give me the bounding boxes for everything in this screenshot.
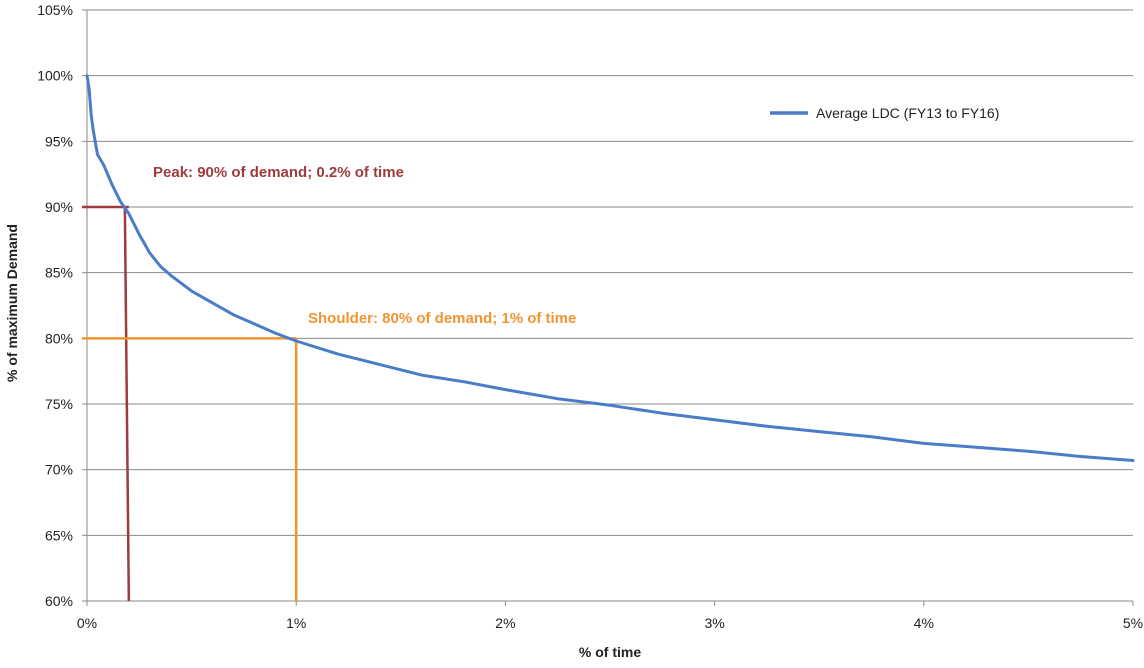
series-layer: [85, 74, 1135, 462]
x-tick-label: 4%: [914, 615, 934, 631]
y-tick-label: 85%: [45, 265, 73, 281]
y-tick-label: 75%: [45, 396, 73, 412]
y-axis-title: % of maximum Demand: [4, 224, 20, 382]
y-tick-label: 60%: [45, 593, 73, 609]
x-axis-title: % of time: [579, 644, 641, 660]
annotation-peak: Peak: 90% of demand; 0.2% of time: [153, 164, 404, 181]
y-tick-label: 95%: [45, 133, 73, 149]
reference-lines: [82, 205, 298, 602]
y-tick-label: 90%: [45, 199, 73, 215]
y-tick-label: 105%: [37, 2, 73, 18]
series-line-0: [85, 74, 1135, 462]
annotation-shoulder: Shoulder: 80% of demand; 1% of time: [308, 310, 576, 327]
x-tick-label: 3%: [704, 615, 724, 631]
y-tick-label: 65%: [45, 527, 73, 543]
legend-label: Average LDC (FY13 to FY16): [816, 105, 999, 121]
peak-reference-vertical: [123, 206, 131, 602]
x-tick-label: 5%: [1123, 615, 1143, 631]
y-tick-label: 70%: [45, 462, 73, 478]
axes: 60% 65% 70% 75% 80% 85% 90% 95% 100% 105% 0% 1% 2% 3%…: [37, 2, 1143, 631]
x-tick-label: 2%: [495, 615, 515, 631]
gridlines: [87, 9, 1133, 536]
y-tick-label: 100%: [37, 68, 73, 84]
x-tick-label: 0%: [77, 615, 97, 631]
legend: Average LDC (FY13 to FY16): [770, 105, 999, 121]
x-tick-label: 1%: [286, 615, 306, 631]
y-tick-label: 80%: [45, 330, 73, 346]
